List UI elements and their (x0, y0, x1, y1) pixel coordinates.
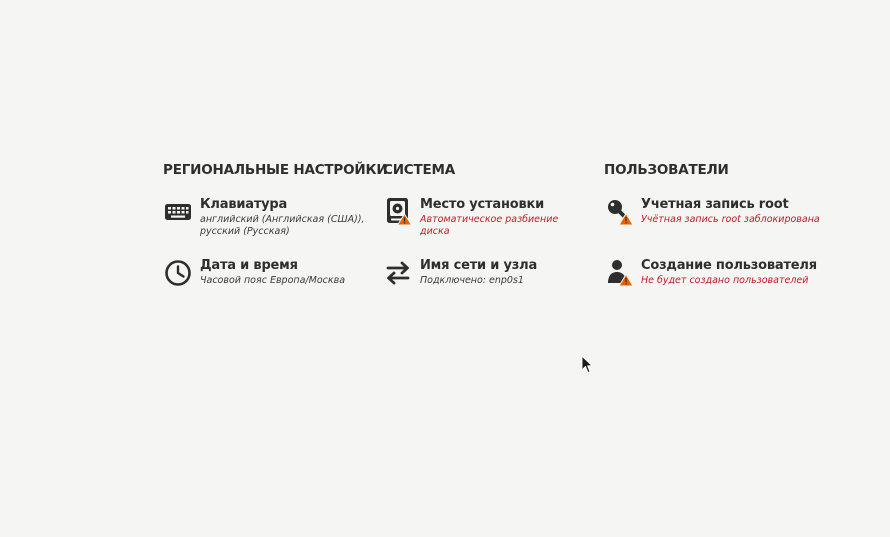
root-account-spoke[interactable]: Учетная запись root Учётная запись root … (604, 196, 834, 251)
network-arrows-icon (383, 257, 413, 287)
clock-icon (163, 257, 193, 287)
regional-settings-heading: РЕГИОНАЛЬНЫЕ НАСТРОЙКИ (163, 162, 388, 178)
install-destination-spoke[interactable]: Место установки Автоматическое разбиение… (383, 196, 583, 251)
regional-settings-section: РЕГИОНАЛЬНЫЕ НАСТРОЙКИ (163, 161, 388, 312)
key-icon (604, 196, 634, 226)
mouse-pointer-icon (581, 355, 593, 374)
keyboard-status: английский (Английская (США)), русский (… (200, 214, 365, 237)
datetime-status: Часовой пояс Европа/Москва (200, 275, 346, 286)
users-heading: ПОЛЬЗОВАТЕЛИ (604, 162, 729, 178)
network-hostname-spoke[interactable]: Имя сети и узла Подключено: enp0s1 (383, 257, 583, 312)
disk-drive-icon (383, 196, 413, 226)
system-section: СИСТЕМА Место установки Автоматическое р… (383, 161, 583, 312)
network-hostname-title: Имя сети и узла (420, 258, 538, 273)
keyboard-icon (163, 196, 193, 226)
network-hostname-status: Подключено: enp0s1 (420, 275, 524, 286)
user-icon (604, 257, 634, 287)
install-destination-status: Автоматическое разбиение диска (420, 214, 559, 237)
warning-icon (396, 213, 413, 226)
warning-icon (618, 212, 634, 226)
user-creation-status: Не будет создано пользователей (641, 275, 809, 286)
root-account-title: Учетная запись root (641, 197, 789, 212)
keyboard-title: Клавиатура (200, 197, 288, 212)
datetime-spoke[interactable]: Дата и время Часовой пояс Европа/Москва (163, 257, 373, 312)
users-section: ПОЛЬЗОВАТЕЛИ Учетная запись root Учётная… (604, 161, 834, 312)
keyboard-spoke[interactable]: Клавиатура английский (Английская (США))… (163, 196, 373, 251)
root-account-status: Учётная запись root заблокирована (641, 214, 820, 225)
user-creation-title: Создание пользователя (641, 258, 817, 273)
user-creation-spoke[interactable]: Создание пользователя Не будет создано п… (604, 257, 834, 312)
install-destination-title: Место установки (420, 197, 545, 212)
warning-icon (618, 273, 634, 287)
system-heading: СИСТЕМА (383, 162, 456, 178)
datetime-title: Дата и время (200, 258, 298, 273)
